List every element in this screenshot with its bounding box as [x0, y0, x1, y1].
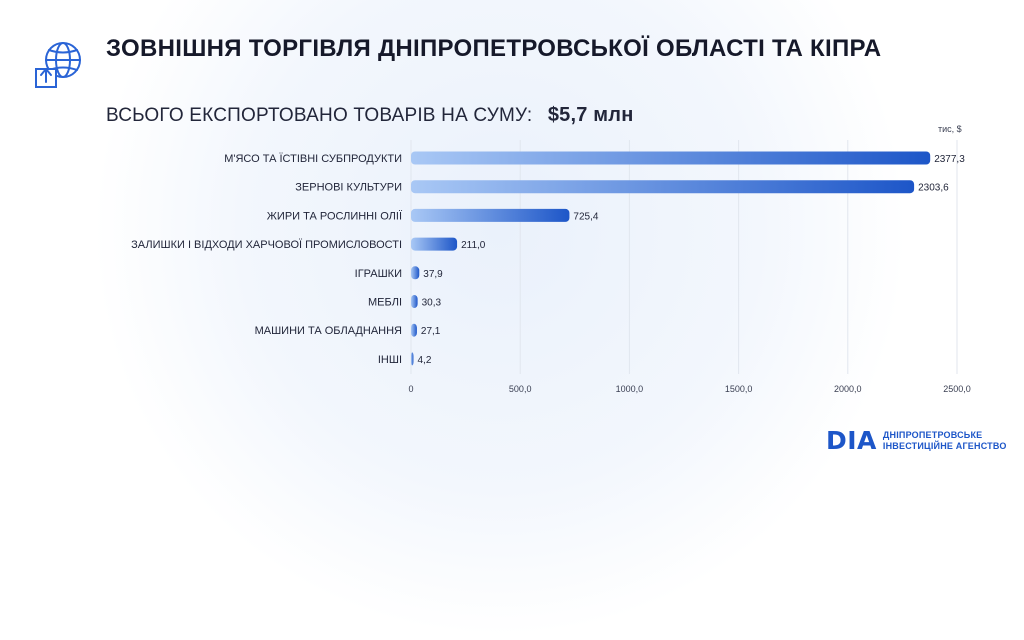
value-label: 725,4 [573, 211, 598, 222]
brand-logo: DIA ДНІПРОПЕТРОВСЬКЕ ІНВЕСТИЦІЙНЕ АГЕНСТ… [826, 428, 1007, 454]
export-bar-chart: 0 500,0 1000,0 1500,0 2000,0 2500,0 М'ЯСО ТА Ї… [131, 140, 971, 394]
category-label: ІГРАШКИ [355, 268, 402, 280]
page-title: ЗОВНІШНЯ ТОРГІВЛЯ ДНІПРОПЕТРОВСЬКОЇ ОБЛА… [106, 35, 882, 62]
x-tick-label: 2000,0 [834, 384, 862, 394]
bar [411, 151, 931, 165]
bar [411, 208, 570, 222]
category-label: МАШИНИ ТА ОБЛАДНАННЯ [255, 325, 402, 337]
value-label: 2303,6 [918, 183, 949, 194]
brand-mark: DIA [826, 426, 877, 455]
export-total-value: $5,7 млн [547, 104, 634, 126]
bar [411, 180, 915, 194]
brand-line-2: ІНВЕСТИЦІЙНЕ АГЕНСТВО [882, 441, 1007, 451]
category-label: МЕБЛІ [368, 297, 402, 309]
category-label: ЖИРИ ТА РОСЛИННІ ОЛІЇ [267, 210, 403, 222]
value-label: 30,3 [422, 298, 442, 309]
value-label: 27,1 [421, 326, 441, 337]
value-label: 37,9 [423, 269, 443, 280]
x-tick-label: 1000,0 [616, 384, 644, 394]
unit-label: тис, $ [938, 124, 962, 134]
x-tick-label: 2500,0 [943, 384, 971, 394]
bar [411, 237, 458, 251]
globe-export-box-icon [35, 42, 81, 88]
x-tick-label: 1500,0 [725, 384, 753, 394]
value-label: 211,0 [461, 240, 486, 251]
category-label: ЗАЛИШКИ І ВІДХОДИ ХАРЧОВОЇ ПРОМИСЛОВОСТІ [131, 239, 402, 251]
export-total-line: ВСЬОГО ЕКСПОРТОВАНО ТОВАРІВ НА СУМУ: $5,… [106, 103, 634, 128]
bar [411, 352, 414, 366]
export-total-label: ВСЬОГО ЕКСПОРТОВАНО ТОВАРІВ НА СУМУ: [106, 105, 533, 126]
category-label: М'ЯСО ТА ЇСТІВНІ СУБПРОДУКТИ [224, 153, 402, 165]
brand-line-1: ДНІПРОПЕТРОВСЬКЕ [882, 430, 983, 440]
brand-name: ДНІПРОПЕТРОВСЬКЕ ІНВЕСТИЦІЙНЕ АГЕНСТВО [883, 430, 1007, 452]
bar [411, 266, 420, 280]
category-label: ЗЕРНОВІ КУЛЬТУРИ [295, 182, 402, 194]
bar [411, 295, 418, 308]
category-label: ІНШІ [378, 354, 402, 366]
bar [411, 323, 417, 337]
value-label: 2377,3 [934, 154, 965, 165]
value-label: 4,2 [418, 355, 432, 366]
x-tick-label: 0 [408, 384, 413, 394]
x-tick-label: 500,0 [509, 384, 532, 394]
